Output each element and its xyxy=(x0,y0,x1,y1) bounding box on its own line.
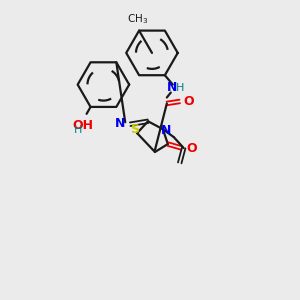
Text: O: O xyxy=(187,142,197,154)
Text: N: N xyxy=(115,117,125,130)
Text: CH$_3$: CH$_3$ xyxy=(127,12,148,26)
Text: H: H xyxy=(176,82,184,93)
Text: S: S xyxy=(130,123,139,136)
Text: H: H xyxy=(74,125,82,135)
Text: OH: OH xyxy=(72,119,93,132)
Text: N: N xyxy=(161,124,171,137)
Text: O: O xyxy=(184,95,194,108)
Text: N: N xyxy=(167,81,177,94)
